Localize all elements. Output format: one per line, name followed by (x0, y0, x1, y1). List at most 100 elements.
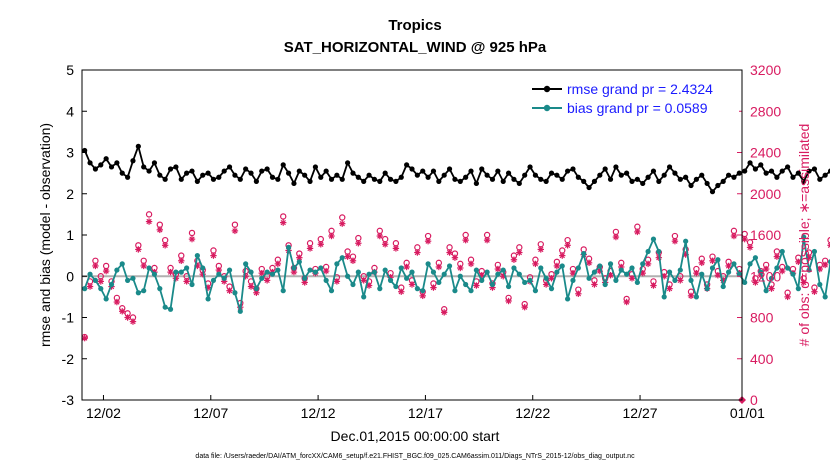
bias-marker (725, 269, 732, 275)
bias-marker (522, 279, 528, 286)
chart-title: Tropics (388, 17, 441, 34)
obs-possible-marker (280, 213, 287, 220)
obs-assimilated-stroke (741, 236, 748, 242)
bias-marker (259, 275, 265, 281)
obs-possible-marker (591, 277, 598, 284)
rmse-marker (742, 168, 748, 174)
obs-possible-marker (746, 239, 754, 246)
rmse-marker (269, 174, 276, 180)
obs-assimilated-stroke (103, 268, 109, 274)
obs-possible-marker (532, 256, 539, 263)
obs-assimilated-stroke (377, 233, 383, 239)
rmse-marker (532, 172, 539, 178)
bias-marker (666, 269, 673, 275)
rmse-marker (575, 174, 581, 180)
rmse-marker (146, 168, 152, 174)
obs-possible-marker (634, 223, 641, 230)
obs-possible-marker (687, 288, 695, 295)
bias-marker (82, 286, 88, 292)
bias-marker (763, 288, 769, 294)
obs-possible-marker (644, 256, 652, 263)
bias-marker (452, 288, 458, 294)
obs-assimilated-marker (585, 259, 593, 267)
rmse-marker (720, 178, 726, 184)
bias-marker (441, 271, 447, 277)
bias-marker (232, 290, 238, 296)
bias-marker (822, 294, 828, 300)
obs-assimilated-marker (671, 237, 679, 245)
bias-marker (699, 271, 705, 277)
obs-assimilated-marker (253, 289, 260, 296)
bias-marker (532, 288, 539, 294)
obs-possible-marker (210, 247, 217, 254)
rmse-marker (522, 172, 528, 178)
obs-assimilated-marker (317, 241, 324, 248)
bias-marker (430, 269, 437, 275)
rmse-marker (672, 170, 678, 176)
rmse-marker (452, 176, 458, 182)
obs-possible-marker (537, 241, 544, 248)
rmse-marker (677, 176, 683, 182)
rmse-marker (640, 180, 646, 187)
obs-assimilated-stroke (484, 237, 490, 243)
rmse-marker (114, 160, 120, 166)
bias-marker (768, 275, 775, 281)
bias-marker (720, 283, 726, 290)
plot-frame (81, 69, 743, 401)
obs-assimilated-stroke (339, 220, 345, 227)
y-right-tick-label: 2000 (750, 186, 781, 202)
y-left-tick-label: 0 (66, 268, 74, 284)
rmse-marker (747, 160, 753, 166)
rmse-marker (817, 176, 823, 182)
bias-marker (393, 283, 399, 290)
legend-bias-marker (543, 104, 551, 112)
bias-marker (736, 271, 742, 277)
obs-possible-marker (403, 259, 410, 267)
bias-marker (355, 269, 361, 275)
rmse-marker (736, 170, 742, 176)
obs-possible-marker (623, 295, 630, 303)
rmse-marker (151, 160, 158, 166)
rmse-marker (538, 176, 544, 182)
rmse-marker (377, 178, 383, 184)
rmse-marker (758, 162, 764, 168)
bias-marker (715, 257, 721, 263)
rmse-marker (232, 172, 238, 178)
obs-possible-marker (446, 244, 453, 251)
rmse-marker (200, 172, 206, 178)
rmse-marker (634, 176, 640, 182)
bias-marker (570, 277, 576, 283)
bias-marker (275, 267, 281, 273)
obs-possible-marker (124, 310, 131, 317)
rmse-marker (125, 174, 131, 180)
bias-marker (548, 286, 555, 292)
bias-marker (243, 261, 249, 267)
obs-assimilated-marker (231, 227, 239, 235)
bias-marker (87, 271, 93, 277)
obs-possible-marker (215, 262, 223, 270)
rmse-marker (103, 156, 109, 162)
obs-possible-marker (258, 265, 265, 273)
rmse-marker (790, 174, 796, 180)
rmse-marker (285, 170, 292, 176)
bias-marker (613, 277, 619, 283)
y-axis-label-right: # of obs: o=possible; ∗=assimilated (796, 124, 812, 347)
rmse-marker (666, 164, 673, 170)
obs-possible-marker (618, 259, 625, 267)
axes-layer: -3 -2 -1 0 1 2 3 4 5 0 400 800 1200 1600 2000 2400 2800 3… (62, 62, 782, 421)
obs-possible-marker (709, 253, 716, 260)
bias-marker (650, 236, 657, 242)
bias-marker (500, 267, 506, 273)
bias-marker (774, 265, 780, 271)
bias-marker (409, 269, 415, 275)
bias-marker (114, 267, 120, 273)
obs-possible-marker (559, 247, 566, 254)
bias-marker (495, 271, 501, 277)
obs-possible-marker (129, 314, 137, 321)
bias-marker (709, 265, 716, 271)
bias-marker (387, 277, 394, 283)
obs-possible-marker (462, 231, 469, 239)
obs-assimilated-stroke (559, 252, 565, 259)
bias-marker (318, 265, 324, 271)
rmse-marker (811, 166, 818, 172)
